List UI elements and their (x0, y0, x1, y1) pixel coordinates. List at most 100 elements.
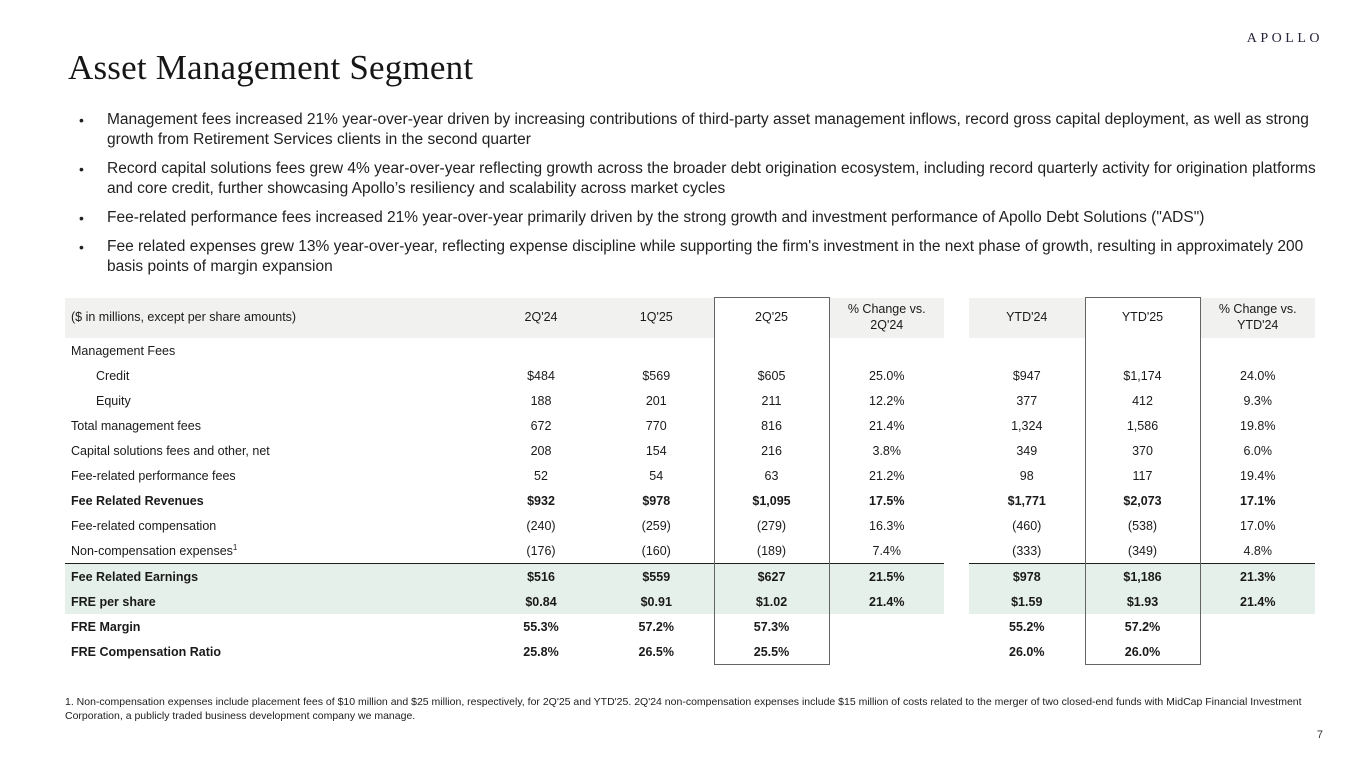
cell: (176) (526, 543, 556, 558)
cell (1200, 639, 1315, 665)
cell: 201 (645, 393, 667, 408)
cell: $0.91 (599, 589, 714, 614)
cell: $1,174 (1084, 363, 1201, 388)
column-gap (944, 438, 969, 463)
table-row: Equity 188 201 211 12.2% 377 412 9.3% (65, 388, 1315, 413)
table-caption: ($ in millions, except per share amounts… (65, 297, 483, 338)
row-label: Equity (96, 393, 131, 408)
cell: 57.3% (713, 614, 830, 639)
cell: 9.3% (1243, 393, 1273, 408)
cell: (279) (713, 513, 830, 538)
cell (1200, 338, 1315, 363)
cell: (460) (1012, 518, 1042, 533)
bullet-item: Management fees increased 21% year-over-… (75, 110, 1327, 150)
cell: $1.59 (969, 589, 1085, 614)
cell: 16.3% (869, 518, 905, 533)
cell: 216 (713, 438, 830, 463)
column-gap (944, 488, 969, 513)
table-row: Non-compensation expenses1 (176) (160) (189… (65, 538, 1315, 564)
column-gap (944, 589, 969, 614)
column-gap (944, 564, 969, 590)
column-gap (944, 297, 969, 338)
cell: 52 (534, 468, 548, 483)
cell: (189) (713, 538, 830, 564)
row-label: FRE per share (65, 589, 483, 614)
table-row: Capital solutions fees and other, net 208… (65, 438, 1315, 463)
table-row: Credit $484 $569 $605 25.0% $947 $1,174 24.0% (65, 363, 1315, 388)
cell: 55.3% (523, 619, 559, 634)
table-row: Management Fees (65, 338, 1315, 363)
cell: 26.5% (638, 644, 674, 659)
cell: 21.4% (869, 418, 905, 433)
column-header-pct-change-q: % Change vs. 2Q'24 (829, 297, 944, 338)
page-title: Asset Management Segment (68, 48, 474, 87)
cell: $1,095 (713, 488, 830, 513)
cell: 17.5% (869, 493, 905, 508)
cell: 770 (645, 418, 667, 433)
cell: $559 (599, 563, 714, 589)
cell: 117 (1084, 463, 1201, 488)
bullet-item: Fee related expenses grew 13% year-over-… (75, 237, 1327, 277)
column-header-2q25: 2Q'25 (713, 297, 830, 338)
column-gap (944, 363, 969, 388)
financial-table: ($ in millions, except per share amounts… (65, 297, 1315, 665)
row-label: Fee Related Earnings (65, 563, 483, 589)
cell: 24.0% (1240, 368, 1276, 383)
cell: 26.0% (1009, 644, 1045, 659)
cell: 377 (1016, 393, 1038, 408)
cell: 154 (645, 443, 667, 458)
cell: (538) (1084, 513, 1201, 538)
cell: $2,073 (1084, 488, 1201, 513)
cell: $1,771 (1007, 493, 1046, 508)
cell: 7.4% (872, 543, 902, 558)
cell: $947 (1012, 368, 1041, 383)
apollo-logo: APOLLO (1246, 31, 1323, 46)
row-label: Credit (96, 368, 130, 383)
column-header-1q25: 1Q'25 (599, 297, 714, 338)
cell: 349 (1016, 443, 1038, 458)
cell (969, 338, 1085, 363)
cell: 3.8% (872, 443, 902, 458)
row-label: Total management fees (71, 418, 201, 433)
cell: 25.5% (713, 639, 830, 665)
column-gap (944, 388, 969, 413)
cell: 208 (530, 443, 552, 458)
cell: 21.4% (829, 589, 944, 614)
cell (1200, 614, 1315, 639)
column-header-ytd25: YTD'25 (1084, 297, 1201, 338)
cell: $1.02 (713, 589, 830, 614)
table-row: Fee-related compensation (240) (259) (279) 1… (65, 513, 1315, 538)
cell: 17.1% (1240, 493, 1276, 508)
row-label: Management Fees (71, 343, 176, 358)
column-gap (944, 639, 969, 665)
page-number: 7 (1316, 729, 1323, 741)
cell (1084, 338, 1201, 363)
cell (713, 338, 830, 363)
cell: 6.0% (1243, 443, 1273, 458)
cell: 370 (1084, 438, 1201, 463)
bullet-item: Record capital solutions fees grew 4% ye… (75, 159, 1327, 199)
cell: 4.8% (1243, 543, 1273, 558)
cell: 816 (713, 413, 830, 438)
cell: (259) (641, 518, 671, 533)
table-row: Fee-related performance fees 52 54 63 21.2% 9… (65, 463, 1315, 488)
table-row: FRE Margin 55.3% 57.2% 57.3% 55.2% 57.2% (65, 614, 1315, 639)
cell: 211 (713, 388, 830, 413)
table-row: FRE per share $0.84 $0.91 $1.02 21.4% $1.59 $1… (65, 589, 1315, 614)
cell: 26.0% (1084, 639, 1201, 665)
column-gap (944, 614, 969, 639)
cell (599, 338, 714, 363)
column-gap (944, 463, 969, 488)
cell: 25.8% (523, 644, 559, 659)
column-gap (944, 338, 969, 363)
cell: 21.3% (1200, 563, 1315, 589)
row-label: Fee-related compensation (71, 518, 217, 533)
table-row: Fee Related Earnings $516 $559 $627 21.5% $97… (65, 563, 1315, 590)
cell: $0.84 (483, 589, 599, 614)
cell: 57.2% (1084, 614, 1201, 639)
cell: $627 (713, 563, 830, 589)
column-header-pct-change-ytd: % Change vs. YTD'24 (1200, 297, 1315, 338)
cell: (349) (1084, 538, 1201, 564)
table-header-row: ($ in millions, except per share amounts… (65, 297, 1315, 338)
